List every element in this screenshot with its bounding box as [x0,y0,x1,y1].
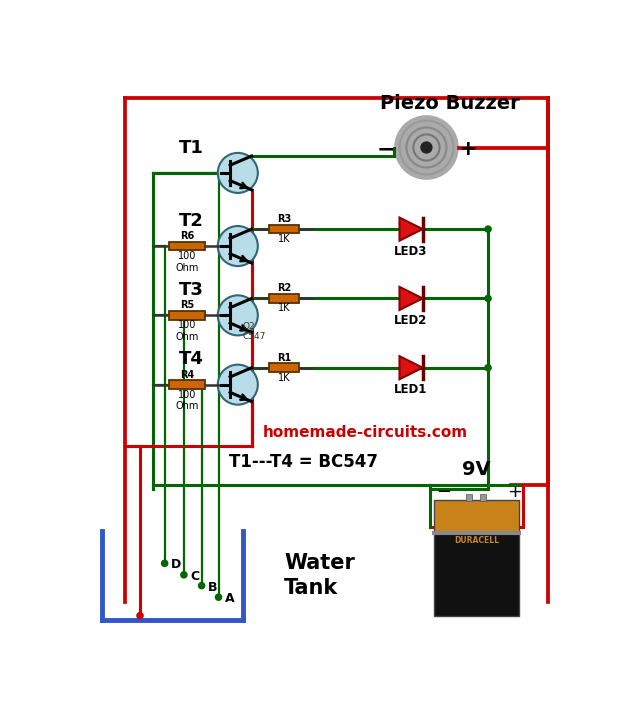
Circle shape [485,365,491,370]
Circle shape [394,115,459,180]
Circle shape [162,560,168,567]
Text: Piezo Buzzer: Piezo Buzzer [380,93,519,112]
Text: 1K: 1K [278,234,291,244]
Text: R5: R5 [180,300,194,310]
Circle shape [199,583,204,588]
Circle shape [420,141,433,154]
Text: T4: T4 [179,351,204,368]
Text: R3: R3 [277,214,292,224]
Circle shape [218,153,258,193]
Text: 1K: 1K [278,304,291,314]
Text: T1---T4 = BC547: T1---T4 = BC547 [229,453,377,471]
Text: +: + [507,484,522,501]
Text: R6: R6 [180,231,194,241]
FancyBboxPatch shape [169,311,204,320]
Circle shape [218,365,258,405]
FancyBboxPatch shape [270,225,299,233]
Text: T1: T1 [179,138,204,157]
Circle shape [218,295,258,335]
Circle shape [216,594,221,600]
Text: LED1: LED1 [394,383,428,396]
Text: −: − [377,139,396,159]
Text: B: B [208,581,218,593]
Text: R2: R2 [277,283,292,293]
Text: C: C [190,570,199,583]
Circle shape [485,226,491,232]
Text: homemade-circuits.com: homemade-circuits.com [262,425,467,440]
Text: Water
Tank: Water Tank [284,553,355,598]
FancyBboxPatch shape [434,500,519,532]
Text: 9V: 9V [462,460,491,479]
Text: D: D [171,558,181,572]
Text: T2: T2 [179,212,204,230]
Polygon shape [399,287,423,310]
FancyBboxPatch shape [480,494,486,501]
Circle shape [137,612,143,619]
Text: 1K: 1K [278,373,291,382]
Text: R1: R1 [277,353,292,363]
FancyBboxPatch shape [270,363,299,372]
Text: 100
Ohm: 100 Ohm [176,389,199,411]
Text: Q2
C547: Q2 C547 [243,321,266,341]
Polygon shape [399,356,423,380]
Circle shape [181,572,187,578]
FancyBboxPatch shape [434,532,519,616]
Text: DURACELL: DURACELL [454,536,499,546]
Circle shape [485,295,491,302]
FancyBboxPatch shape [466,494,472,501]
FancyBboxPatch shape [169,380,204,389]
FancyBboxPatch shape [270,294,299,303]
Circle shape [218,226,258,266]
Text: LED3: LED3 [394,245,428,257]
Text: A: A [224,592,234,605]
Text: +: + [459,139,477,159]
Text: R4: R4 [180,370,194,380]
Text: T3: T3 [179,281,204,299]
FancyBboxPatch shape [169,242,204,250]
Polygon shape [399,217,423,240]
Text: 100
Ohm: 100 Ohm [176,321,199,342]
Text: 100
Ohm: 100 Ohm [176,251,199,273]
Text: −: − [436,484,451,501]
Text: LED2: LED2 [394,314,428,327]
